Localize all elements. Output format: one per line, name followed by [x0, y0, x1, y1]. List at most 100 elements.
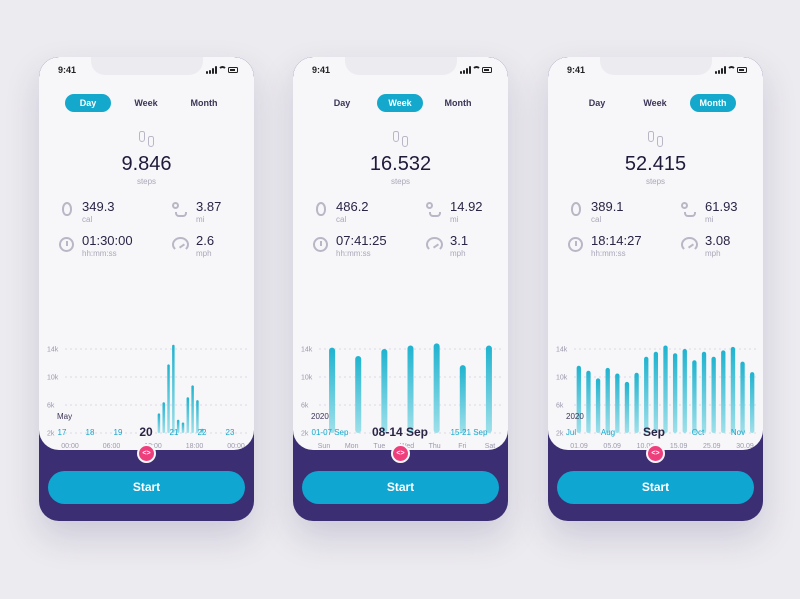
stat-value: 3.1: [450, 233, 469, 248]
y-tick-label: 10k: [301, 375, 313, 382]
signal-icon: [206, 66, 217, 74]
chart-bar: [329, 347, 336, 433]
x-tick-label: 30.09: [736, 443, 754, 450]
x-tick-label: Tue: [373, 443, 385, 450]
steps-label: steps: [645, 177, 666, 186]
flame-icon: [58, 201, 75, 218]
tab-day[interactable]: Day: [588, 98, 606, 108]
tab-month[interactable]: Month: [690, 94, 736, 112]
stat-value: 18:14:27: [591, 233, 642, 248]
chart-bar: [176, 419, 180, 433]
speedometer-icon: [426, 235, 443, 252]
period-item[interactable]: 15-21 Sep: [450, 428, 488, 437]
stat-cal: 389.1 cal: [567, 199, 647, 227]
stat-unit: hh:mm:ss: [336, 249, 371, 258]
stat-mi: 14.92 mi: [426, 199, 506, 227]
tab-week[interactable]: Week: [134, 98, 158, 108]
steps-label: steps: [390, 177, 411, 186]
chart-bar: [701, 351, 707, 433]
stat-unit: mi: [450, 215, 459, 224]
code-toggle-icon[interactable]: <>: [391, 444, 410, 463]
period-item[interactable]: 17: [57, 428, 67, 437]
chart-bar: [186, 397, 190, 433]
chart-bar: [595, 378, 601, 433]
tab-month[interactable]: Month: [444, 98, 472, 108]
tab-week[interactable]: Week: [643, 98, 667, 108]
period-item[interactable]: 19: [113, 428, 123, 437]
chart-bar: [157, 413, 161, 433]
period-item[interactable]: Sep: [642, 425, 666, 439]
x-tick-label: 01.09: [570, 443, 588, 450]
y-tick-label: 10k: [556, 375, 568, 382]
phone-screen: 9:41 Day Week Month 52.415 steps 389.1 cal 61.93…: [548, 57, 763, 450]
tab-week[interactable]: Week: [377, 94, 423, 112]
tab-month[interactable]: Month: [190, 98, 218, 108]
battery-icon: [737, 67, 747, 73]
flame-icon: [567, 201, 584, 218]
stat-unit: hh:mm:ss: [591, 249, 626, 258]
steps-count: 16.532: [369, 153, 432, 175]
chart-bar: [605, 367, 610, 433]
footsteps-icon: [138, 130, 156, 150]
steps-count: 9.846: [121, 153, 172, 175]
stat-value: 349.3: [82, 199, 115, 214]
start-button[interactable]: Start: [557, 471, 754, 504]
period-item[interactable]: 22: [197, 428, 207, 437]
y-tick-label: 14k: [556, 347, 568, 354]
chart-bar: [181, 422, 185, 433]
chart-bar: [355, 356, 362, 433]
code-toggle-icon[interactable]: <>: [137, 444, 156, 463]
chart-bar: [459, 365, 466, 433]
y-tick-label: 14k: [301, 347, 313, 354]
period-item[interactable]: 18: [85, 428, 95, 437]
period-item[interactable]: 23: [225, 428, 235, 437]
stopwatch-icon: [312, 235, 329, 252]
period-item[interactable]: 08-14 Sep: [371, 425, 429, 439]
period-item[interactable]: Jul: [565, 428, 577, 437]
period-item[interactable]: Aug: [600, 428, 616, 437]
chart-bar: [692, 360, 697, 433]
period-item[interactable]: 01-07 Sep: [311, 428, 349, 437]
period-selector: 2020 01-07 Sep 08-14 Sep 15-21 Sep: [293, 409, 508, 449]
chart-bar: [615, 373, 620, 433]
period-tabs: Day Week Month: [39, 94, 254, 114]
phone-mockup: 9:41 Day Week Month 52.415 steps 389.1 cal 61.93…: [548, 57, 763, 521]
period-item[interactable]: Nov: [730, 428, 746, 437]
step-bar-chart: 14k 10k 6k 2k 01.09 05.09 10.09 15.09 25.09 30.09: [548, 283, 763, 453]
y-tick-label: 14k: [47, 347, 59, 354]
chart-svg: 14k 10k 6k 2k 01.09 05.09 10.09 15.09 25.09 30.09: [556, 345, 757, 450]
steps-label: steps: [136, 177, 157, 186]
start-button[interactable]: Start: [48, 471, 245, 504]
chart-bar: [201, 428, 204, 433]
stat-mi: 61.93 mi: [681, 199, 761, 227]
x-tick-label: 10.09: [637, 443, 655, 450]
x-tick-label: 15.09: [670, 443, 688, 450]
period-item[interactable]: 20: [139, 425, 153, 439]
stat-mph: 2.6 mph: [172, 233, 252, 261]
stat-cal: 486.2 cal: [312, 199, 392, 227]
period-selector: 2020 Jul Aug Sep Oct Nov: [548, 409, 763, 449]
chart-bar: [711, 356, 716, 433]
route-icon: [681, 201, 698, 218]
phone-mockup: 9:41 Day Week Month 16.532 steps 486.2 cal 14.92…: [293, 57, 508, 521]
start-button[interactable]: Start: [302, 471, 499, 504]
chart-bar: [172, 344, 175, 433]
stopwatch-icon: [567, 235, 584, 252]
y-tick-label: 2k: [47, 431, 55, 438]
x-tick-label: Sat: [485, 443, 496, 450]
period-item[interactable]: Oct: [691, 428, 705, 437]
status-time: 9:41: [567, 65, 586, 75]
stat-value: 486.2: [336, 199, 369, 214]
x-tick-label: Mon: [345, 443, 359, 450]
x-tick-label: 00:00: [227, 443, 245, 450]
tab-day[interactable]: Day: [65, 94, 111, 112]
chart-bar: [407, 345, 414, 433]
period-item[interactable]: 21: [169, 428, 179, 437]
stat-unit: mph: [450, 249, 466, 258]
status-icons: [460, 66, 492, 74]
stat-unit: hh:mm:ss: [82, 249, 117, 258]
code-toggle-icon[interactable]: <>: [646, 444, 665, 463]
tab-day[interactable]: Day: [333, 98, 351, 108]
